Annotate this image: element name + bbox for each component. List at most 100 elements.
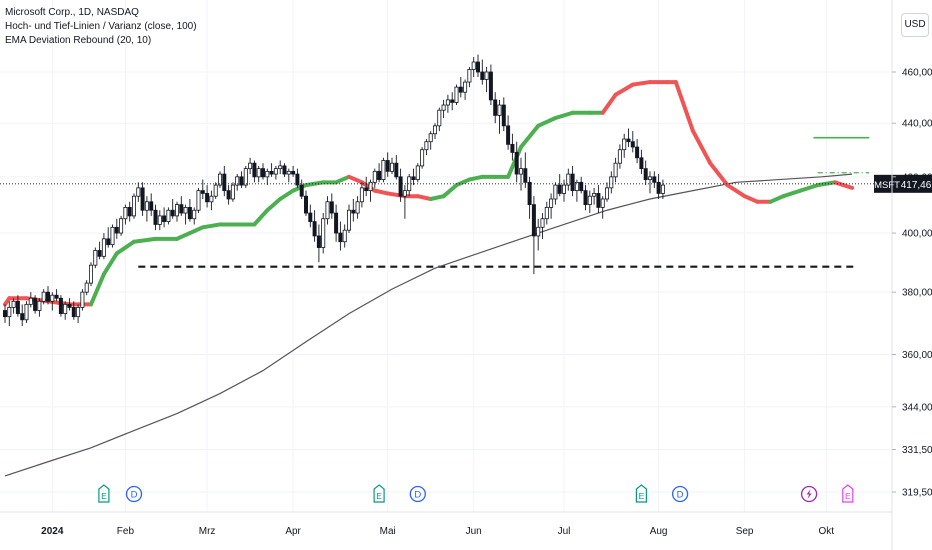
ema-segment	[815, 180, 837, 188]
ema-segment	[506, 145, 523, 179]
time-axis[interactable]: 2024 Feb Mrz Apr Mai Jun Jul Aug Sep Okt	[0, 511, 892, 537]
candle-body	[364, 187, 369, 192]
earnings-marker[interactable]: E	[373, 484, 385, 503]
candle-body	[368, 181, 373, 192]
candle-body	[579, 181, 584, 192]
dividend-marker[interactable]: D	[125, 485, 143, 503]
candle-body	[437, 109, 442, 127]
candle	[291, 165, 296, 177]
candle-body	[570, 173, 575, 192]
candle	[114, 218, 119, 239]
dividend-marker[interactable]: D	[671, 485, 689, 503]
candle-body	[467, 69, 472, 83]
candle	[106, 227, 111, 248]
candle-body	[334, 212, 339, 234]
candle	[454, 84, 459, 106]
candle	[394, 155, 399, 180]
ema-segment	[89, 272, 106, 307]
candle	[372, 168, 377, 188]
candle	[89, 262, 94, 287]
candle	[50, 292, 55, 311]
candle-body	[377, 170, 382, 180]
candle	[579, 176, 584, 194]
candle	[484, 67, 489, 93]
candle	[3, 304, 8, 323]
price-axis[interactable]: 460,00 440,00 420,00 400,00 380,00 360,00 344,…	[891, 0, 932, 550]
candle	[127, 201, 132, 222]
candle	[600, 196, 605, 219]
ema-segment	[691, 129, 713, 166]
candle-body	[531, 204, 536, 237]
candle	[527, 176, 532, 219]
earnings-marker[interactable]: E	[842, 484, 854, 503]
candle-body	[596, 193, 601, 208]
candle-body	[286, 170, 291, 175]
symbol-title[interactable]: Microsoft Corp., 1D, NASDAQ	[5, 7, 139, 18]
candle-body	[566, 173, 571, 186]
candle-body	[63, 303, 68, 314]
candle-body	[144, 201, 149, 211]
candle-body	[355, 201, 360, 214]
candle-body	[3, 310, 8, 318]
time-label: Feb	[117, 526, 135, 537]
candlestick-series[interactable]	[3, 54, 665, 327]
currency-button[interactable]: USD	[901, 13, 929, 37]
candle-body	[398, 176, 403, 197]
candle-body	[256, 168, 261, 178]
time-label: Apr	[285, 526, 301, 537]
ema-segment	[553, 110, 575, 120]
candle	[162, 207, 167, 228]
earnings-marker[interactable]: E	[98, 484, 110, 503]
candle-body	[11, 300, 16, 308]
candle-body	[656, 181, 661, 194]
candle-body	[609, 176, 614, 189]
candle	[364, 176, 369, 197]
ema-segment	[798, 183, 820, 193]
price-label: 319,50	[902, 488, 932, 499]
candle-body	[527, 181, 532, 206]
ema-segment	[454, 177, 472, 188]
candle	[342, 224, 347, 248]
candle	[286, 168, 291, 183]
time-label: Mrz	[199, 526, 216, 537]
dividend-marker[interactable]: D	[409, 485, 426, 503]
candle-body	[488, 71, 493, 101]
candle-body	[295, 173, 300, 186]
candle	[205, 185, 210, 208]
candle-body	[205, 193, 210, 203]
chart-grid	[0, 0, 892, 512]
candle	[540, 213, 545, 239]
candle	[523, 152, 528, 188]
split-marker[interactable]	[800, 485, 818, 503]
candle	[519, 157, 524, 191]
candle	[536, 218, 541, 251]
candle-body	[441, 104, 446, 111]
candle-body	[230, 184, 235, 200]
price-label: 380,00	[902, 288, 932, 299]
candle-body	[553, 184, 558, 200]
candle	[170, 198, 175, 219]
candle-body	[20, 313, 25, 321]
candle	[243, 165, 248, 188]
candle-body	[359, 187, 364, 203]
candle	[630, 131, 635, 153]
candle	[76, 304, 81, 323]
candle-body	[265, 170, 270, 178]
indicator-high-low-lines[interactable]: Hoch- und Tief-Linien / Varianz (close, …	[5, 21, 197, 32]
candle-body	[170, 209, 175, 217]
candle	[609, 171, 614, 194]
ema-segment	[708, 161, 730, 188]
candle-body	[278, 165, 283, 170]
earnings-marker[interactable]: E	[635, 484, 647, 503]
ema-segment	[347, 174, 364, 185]
candle	[626, 128, 631, 148]
candle	[368, 179, 373, 202]
candle-body	[106, 238, 111, 246]
indicator-ema-deviation[interactable]: EMA Deviation Rebound (20, 10)	[5, 35, 152, 46]
candle-body	[58, 297, 63, 314]
candle	[574, 179, 579, 202]
candle-body	[80, 291, 85, 308]
candle	[28, 292, 33, 308]
